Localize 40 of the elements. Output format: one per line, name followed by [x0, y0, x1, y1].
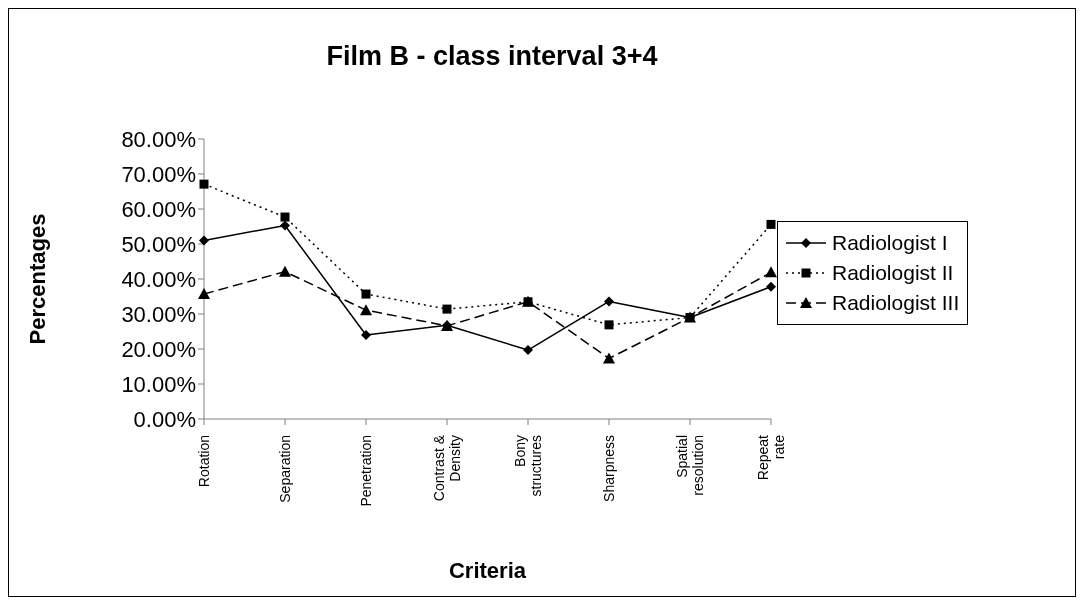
- x-tick-label: Separation: [277, 435, 293, 503]
- x-tick-label: Rotation: [196, 435, 212, 488]
- x-tick-label: Spatial resolution: [674, 435, 706, 496]
- y-tick-label: 0.00%: [133, 406, 196, 432]
- y-axis-title: Percentages: [24, 213, 50, 345]
- y-tick-label: 60.00%: [121, 196, 196, 222]
- x-tick-label: Repeat rate: [755, 434, 787, 481]
- point: [604, 296, 614, 307]
- y-tick-label: 10.00%: [121, 371, 196, 397]
- point: [198, 288, 210, 300]
- y-tick-label: 40.00%: [121, 266, 196, 292]
- point: [766, 219, 776, 229]
- x-tick-label: Contrast & Density: [431, 434, 463, 502]
- y-tick-label: 70.00%: [121, 161, 196, 187]
- legend-label: Radiologist III: [832, 290, 960, 316]
- chart-title: Film B - class interval 3+4: [325, 41, 659, 72]
- point: [199, 235, 209, 246]
- legend-label: Radiologist I: [832, 230, 948, 256]
- point: [766, 281, 776, 292]
- y-tick-label: 20.00%: [121, 336, 196, 362]
- point: [280, 220, 290, 231]
- y-tick-label: 50.00%: [121, 231, 196, 257]
- y-tick-label: 80.00%: [121, 126, 196, 152]
- point: [360, 304, 372, 316]
- point: [442, 304, 452, 314]
- point: [199, 179, 209, 189]
- point: [603, 352, 615, 364]
- x-tick-label: Penetration: [358, 435, 374, 507]
- x-axis-title: Criteria: [448, 558, 527, 583]
- x-tick-label: Sharpness: [601, 435, 617, 502]
- point: [361, 330, 371, 340]
- x-tick-label: Bony structures: [512, 435, 544, 497]
- point: [765, 266, 777, 278]
- legend-label: Radiologist II: [832, 260, 954, 286]
- point: [280, 212, 290, 222]
- y-tick-label: 30.00%: [121, 301, 196, 327]
- point: [604, 320, 614, 330]
- point: [279, 265, 291, 277]
- point: [361, 289, 371, 299]
- point: [523, 345, 533, 356]
